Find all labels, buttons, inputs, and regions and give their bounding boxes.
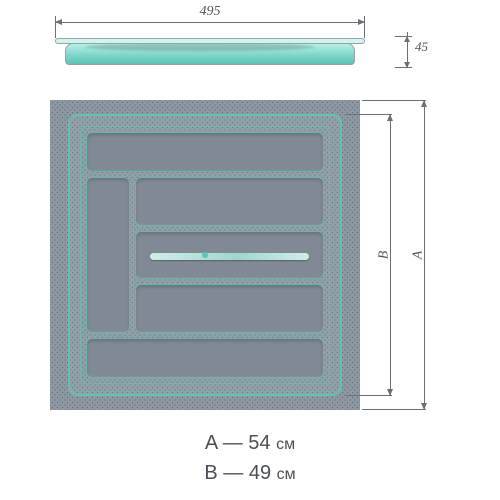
legend-row-A: A — 54 см <box>0 428 500 458</box>
technical-diagram: 495 45 <box>0 0 500 500</box>
dimension-A: A <box>412 100 440 410</box>
dimension-legend: A — 54 см B — 49 см <box>0 428 500 488</box>
legend-row-B: B — 49 см <box>0 458 500 488</box>
dimension-B: B <box>378 114 406 396</box>
compartment-bottom <box>86 338 324 378</box>
dimension-A-label: A <box>410 251 426 260</box>
dimension-height-label: 45 <box>415 39 428 55</box>
compartment-row-1 <box>135 177 324 226</box>
compartment-row-3 <box>135 284 324 333</box>
center-mark-icon <box>202 252 208 258</box>
compartment-left-vertical <box>86 177 130 333</box>
dimension-height-45: 45 <box>395 32 450 68</box>
tray-organizer-outline <box>68 114 342 396</box>
compartment-top <box>86 132 324 172</box>
dimension-width-label: 495 <box>55 4 365 20</box>
compartment-row-2 <box>135 231 324 280</box>
plan-view-drawer <box>50 100 360 410</box>
dimension-width-495: 495 <box>55 8 365 33</box>
side-elevation-view <box>55 35 365 65</box>
dimension-B-label: B <box>376 251 392 260</box>
